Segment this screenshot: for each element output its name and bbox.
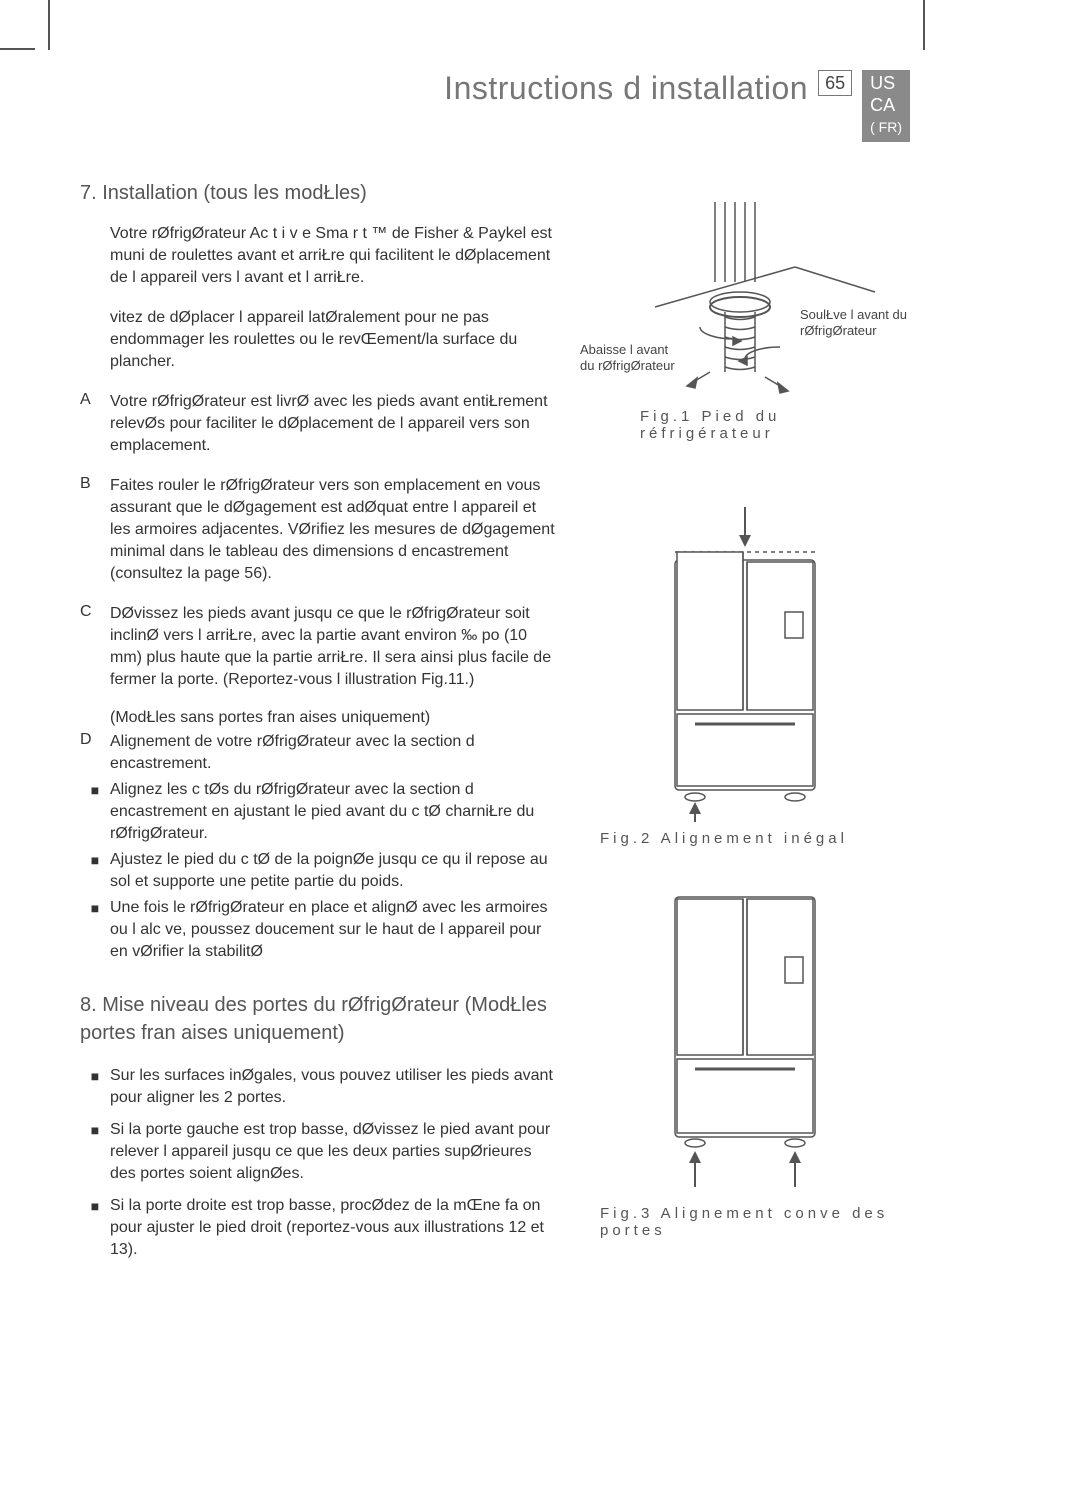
- locale-line: US: [870, 72, 902, 94]
- fridge-aligned-icon: [635, 887, 855, 1197]
- list-item: D Alignement de votre rØfrigØrateur avec…: [80, 731, 560, 775]
- bullet-item: ■ Une fois le rØfrigØrateur en place et …: [80, 897, 560, 963]
- bullet-item: ■ Sur les surfaces inØgales, vous pouvez…: [80, 1065, 560, 1109]
- left-column: 7. Installation (tous les modŁles) Votre…: [80, 182, 560, 1265]
- list-letter: A: [80, 391, 110, 457]
- bullet-text: Alignez les c tØs du rØfrigØrateur avec …: [110, 779, 560, 845]
- content: 7. Installation (tous les modŁles) Votre…: [80, 182, 910, 1265]
- fig1-label-left: Abaisse l avant du rØfrigØrateur: [580, 342, 685, 374]
- list-letter: C: [80, 603, 110, 691]
- crop-mark-top-left: [48, 0, 50, 50]
- crop-mark-top-right: [923, 0, 925, 50]
- bullet-icon: ■: [80, 1195, 110, 1261]
- list-item: B Faites rouler le rØfrigØrateur vers so…: [80, 475, 560, 585]
- locale-line: ( FR): [870, 116, 902, 138]
- fridge-uneven-icon: [635, 502, 855, 822]
- crop-mark-left: [0, 48, 35, 50]
- figure-2: Fig.2 Alignement inégal: [580, 502, 910, 847]
- bullet-item: ■ Si la porte gauche est trop basse, dØv…: [80, 1119, 560, 1185]
- bullet-item: ■ Ajustez le pied du c tØ de la poignØe …: [80, 849, 560, 893]
- bullet-icon: ■: [80, 897, 110, 963]
- list-text: DØvissez les pieds avant jusqu ce que le…: [110, 603, 560, 691]
- section-7-intro-2: vitez de dØplacer l appareil latØralemen…: [110, 307, 560, 373]
- fig1-caption: Fig.1 Pied du réfrigérateur: [640, 408, 900, 442]
- list-letter: B: [80, 475, 110, 585]
- list-letter: D: [80, 731, 110, 775]
- page-title: Instructions d installation: [444, 70, 808, 107]
- bullet-icon: ■: [80, 1065, 110, 1109]
- section-7-intro-1: Votre rØfrigØrateur Ac t i v e Sma r t ™…: [110, 223, 560, 289]
- list-text: Alignement de votre rØfrigØrateur avec l…: [110, 731, 560, 775]
- bullet-text: Une fois le rØfrigØrateur en place et al…: [110, 897, 560, 963]
- section-8-heading: 8. Mise niveau des portes du rØfrigØrate…: [80, 991, 560, 1047]
- section-8-bullets: ■ Sur les surfaces inØgales, vous pouvez…: [80, 1065, 560, 1261]
- bullet-text: Ajustez le pied du c tØ de la poignØe ju…: [110, 849, 560, 893]
- right-column: Abaisse l avant du rØfrigØrateur SoulŁve…: [580, 182, 910, 1265]
- bullet-text: Si la porte droite est trop basse, procØ…: [110, 1195, 560, 1261]
- page: Instructions d installation 65 US CA ( F…: [80, 70, 910, 1265]
- section-7-bullets: ■ Alignez les c tØs du rØfrigØrateur ave…: [80, 779, 560, 963]
- locale-line: CA: [870, 94, 902, 116]
- fig3-caption: Fig.3 Alignement conve des portes: [600, 1205, 900, 1239]
- bullet-text: Sur les surfaces inØgales, vous pouvez u…: [110, 1065, 560, 1109]
- figure-1: Abaisse l avant du rØfrigØrateur SoulŁve…: [580, 202, 910, 432]
- bullet-icon: ■: [80, 1119, 110, 1185]
- page-number: 65: [818, 70, 852, 96]
- fig2-caption: Fig.2 Alignement inégal: [600, 830, 910, 847]
- section-7-list: A Votre rØfrigØrateur est livrØ avec les…: [80, 391, 560, 691]
- bullet-icon: ■: [80, 779, 110, 845]
- list-item: A Votre rØfrigØrateur est livrØ avec les…: [80, 391, 560, 457]
- bullet-item: ■ Alignez les c tØs du rØfrigØrateur ave…: [80, 779, 560, 845]
- list-text: Votre rØfrigØrateur est livrØ avec les p…: [110, 391, 560, 457]
- list-text: Faites rouler le rØfrigØrateur vers son …: [110, 475, 560, 585]
- list-item: C DØvissez les pieds avant jusqu ce que …: [80, 603, 560, 691]
- bullet-item: ■ Si la porte droite est trop basse, pro…: [80, 1195, 560, 1261]
- bullet-text: Si la porte gauche est trop basse, dØvis…: [110, 1119, 560, 1185]
- section-7-subheading: (ModŁles sans portes fran aises uniqueme…: [110, 709, 560, 727]
- locale-badge: US CA ( FR): [862, 70, 910, 142]
- header: Instructions d installation 65 US CA ( F…: [80, 70, 910, 142]
- section-7-heading: 7. Installation (tous les modŁles): [80, 182, 560, 205]
- section-7-item-d: D Alignement de votre rØfrigØrateur avec…: [80, 731, 560, 775]
- bullet-icon: ■: [80, 849, 110, 893]
- fig1-label-right: SoulŁve l avant du rØfrigØrateur: [800, 307, 910, 339]
- figure-3: Fig.3 Alignement conve des portes: [580, 887, 910, 1239]
